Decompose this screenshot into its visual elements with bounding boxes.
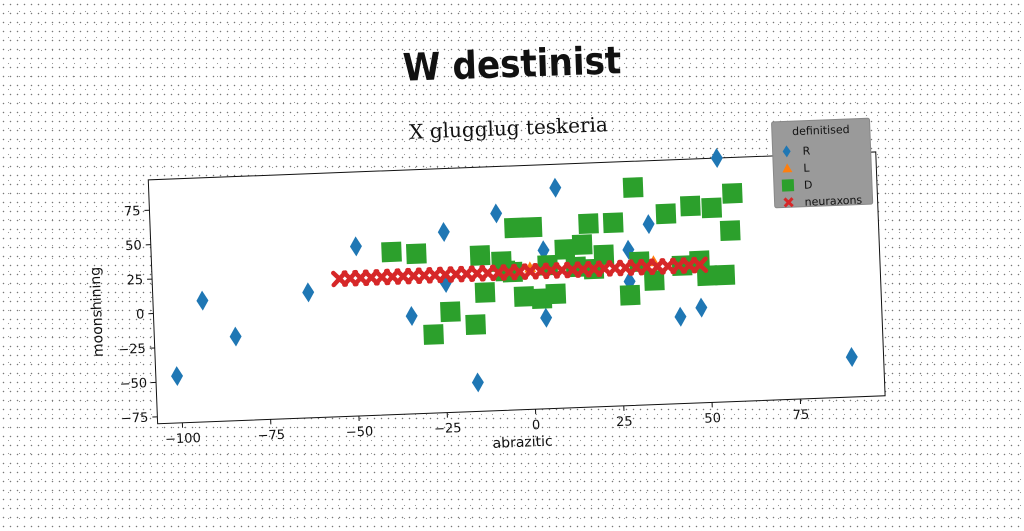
data-point-d (423, 324, 444, 345)
data-point-d (381, 242, 402, 263)
y-tick-label: 75 (124, 204, 141, 220)
data-point-d (720, 220, 741, 241)
x-axis-label: abrazitic (492, 434, 553, 452)
data-point-d (603, 212, 624, 233)
data-point-d (504, 218, 525, 239)
data-point-d (545, 284, 566, 305)
data-point-d (722, 183, 743, 204)
data-point-d (697, 265, 718, 286)
x-tick-label: 25 (616, 414, 633, 430)
data-point-d (475, 282, 496, 303)
y-tick-label: 50 (125, 238, 142, 254)
x-tick-label: 75 (792, 408, 809, 424)
data-point-d (714, 265, 735, 286)
x-tick-label: −50 (346, 424, 374, 440)
y-tick-label: −75 (121, 411, 149, 427)
data-point-d (620, 285, 641, 306)
x-tick-label: −25 (434, 421, 462, 437)
legend-label: neuraxons (804, 194, 862, 209)
data-point-d (465, 314, 486, 335)
data-point-d (680, 196, 701, 217)
data-point-d (470, 245, 491, 266)
x-tick-label: 50 (704, 411, 721, 427)
plot-area: −100 −75 −50 −25 0 25 50 75 −75 −50 −25 0 25 50 75 (112, 152, 886, 449)
legend-label: R (802, 144, 810, 157)
data-point-d (406, 243, 427, 264)
data-point-d (656, 203, 677, 224)
data-point-d (701, 198, 722, 219)
legend-label: D (804, 178, 813, 191)
data-point-d (623, 177, 644, 198)
x-tick-label: −75 (257, 428, 285, 444)
y-tick-label: 0 (136, 307, 145, 322)
y-tick-label: 25 (126, 273, 143, 289)
y-axis-label: moonshining (88, 267, 107, 358)
data-point-d (578, 213, 599, 234)
legend-marker (782, 179, 794, 191)
x-tick-label: 0 (532, 418, 541, 433)
chart-title: X glugglug teskeria (409, 112, 609, 144)
data-point-d (572, 234, 593, 255)
x-tick-label: −100 (165, 431, 201, 447)
data-point-d (522, 217, 543, 238)
data-point-d (440, 301, 461, 322)
data-point-d (554, 239, 575, 260)
y-tick-label: −25 (118, 342, 146, 358)
data-point-d (514, 286, 535, 307)
legend-title: definitised (792, 123, 850, 138)
y-tick-label: −50 (119, 376, 147, 392)
